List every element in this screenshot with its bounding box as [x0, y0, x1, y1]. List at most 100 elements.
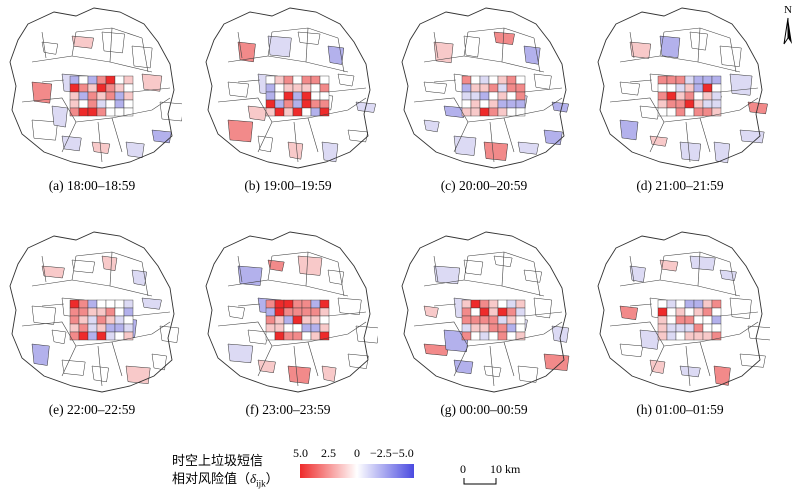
district-boundary	[719, 87, 759, 93]
district-region	[713, 365, 731, 386]
district-region	[31, 119, 58, 141]
district-cell	[310, 91, 321, 101]
district-cell	[114, 307, 125, 317]
district-boundary	[237, 255, 243, 283]
district-boundary	[659, 55, 741, 73]
district-cell	[283, 331, 294, 341]
district-cell	[666, 75, 677, 85]
legend-tick: 0	[354, 446, 360, 460]
district-boundary	[21, 321, 77, 377]
district-cell	[283, 75, 294, 85]
study-area-boundary	[205, 231, 371, 393]
district-cell	[283, 307, 294, 317]
map-panel: (d) 21:00–21:59	[590, 2, 770, 202]
district-boundary	[337, 37, 345, 73]
district-boundary	[131, 87, 171, 93]
map-panel: (c) 20:00–20:59	[394, 2, 574, 202]
choropleth-map	[401, 231, 570, 393]
district-cell	[657, 75, 668, 85]
district-boundary	[433, 303, 457, 307]
district-cell	[675, 107, 686, 117]
district-cell	[675, 331, 686, 341]
district-cell	[78, 75, 89, 85]
district-cell	[105, 99, 116, 109]
district-cell	[693, 99, 704, 109]
district-region	[433, 265, 461, 285]
district-cell	[265, 315, 276, 325]
district-cell	[292, 331, 303, 341]
district-cell	[96, 91, 107, 101]
district-cell	[675, 307, 686, 317]
district-region	[91, 141, 111, 154]
district-cell	[666, 299, 677, 309]
study-area-boundary	[597, 7, 763, 169]
district-cell	[506, 323, 517, 333]
district-region	[151, 129, 172, 144]
district-cell	[666, 83, 677, 93]
district-cell	[78, 99, 89, 109]
district-cell	[123, 307, 134, 317]
district-cell	[319, 323, 330, 333]
district-region	[679, 365, 701, 378]
district-cell	[479, 83, 490, 93]
district-region	[533, 297, 552, 319]
district-cell	[319, 307, 330, 317]
district-region	[483, 141, 509, 161]
district-cell	[711, 107, 722, 117]
district-region	[297, 31, 321, 45]
district-cell	[702, 99, 713, 109]
district-cell	[274, 99, 285, 109]
district-boundary	[629, 31, 635, 59]
district-cell	[479, 107, 490, 117]
district-cell	[310, 331, 321, 341]
district-cell	[265, 99, 276, 109]
panel-caption: (d) 21:00–21:59	[636, 178, 724, 193]
north-label: N	[784, 4, 792, 16]
district-cell	[470, 323, 481, 333]
district-cell	[105, 307, 116, 317]
district-cell	[461, 323, 472, 333]
district-cell	[470, 83, 481, 93]
district-cell	[105, 107, 116, 117]
district-cell	[69, 323, 80, 333]
district-cell	[702, 315, 713, 325]
district-boundary	[21, 97, 77, 153]
district-boundary	[685, 345, 691, 387]
district-cell	[461, 315, 472, 325]
district-region	[543, 129, 563, 146]
district-region	[297, 255, 323, 276]
district-cell	[684, 99, 695, 109]
district-boundary	[111, 321, 171, 343]
district-region	[423, 305, 439, 318]
district-region	[517, 141, 539, 155]
district-cell	[470, 331, 481, 341]
district-cell	[292, 83, 303, 93]
district-cell	[479, 299, 490, 309]
district-boundary	[141, 261, 149, 297]
district-cell	[693, 107, 704, 117]
district-cell	[274, 107, 285, 117]
district-cell	[69, 315, 80, 325]
district-cell	[274, 315, 285, 325]
district-cell	[96, 331, 107, 341]
district-region	[257, 359, 276, 374]
district-cell	[506, 99, 517, 109]
district-cell	[283, 323, 294, 333]
district-region	[91, 365, 109, 383]
district-region	[689, 255, 716, 271]
district-region	[689, 31, 708, 51]
district-cell	[274, 91, 285, 101]
district-boundary	[489, 345, 495, 387]
panel-caption: (f) 23:00–23:59	[245, 402, 331, 417]
district-cell	[87, 315, 98, 325]
district-cell	[114, 315, 125, 325]
district-cell	[506, 107, 517, 117]
district-cell	[123, 91, 134, 101]
district-cell	[283, 91, 294, 101]
district-region	[347, 353, 369, 369]
district-cell	[675, 315, 686, 325]
district-cell	[301, 91, 312, 101]
district-cell	[470, 315, 481, 325]
district-boundary	[327, 311, 367, 317]
district-boundary	[503, 97, 563, 119]
